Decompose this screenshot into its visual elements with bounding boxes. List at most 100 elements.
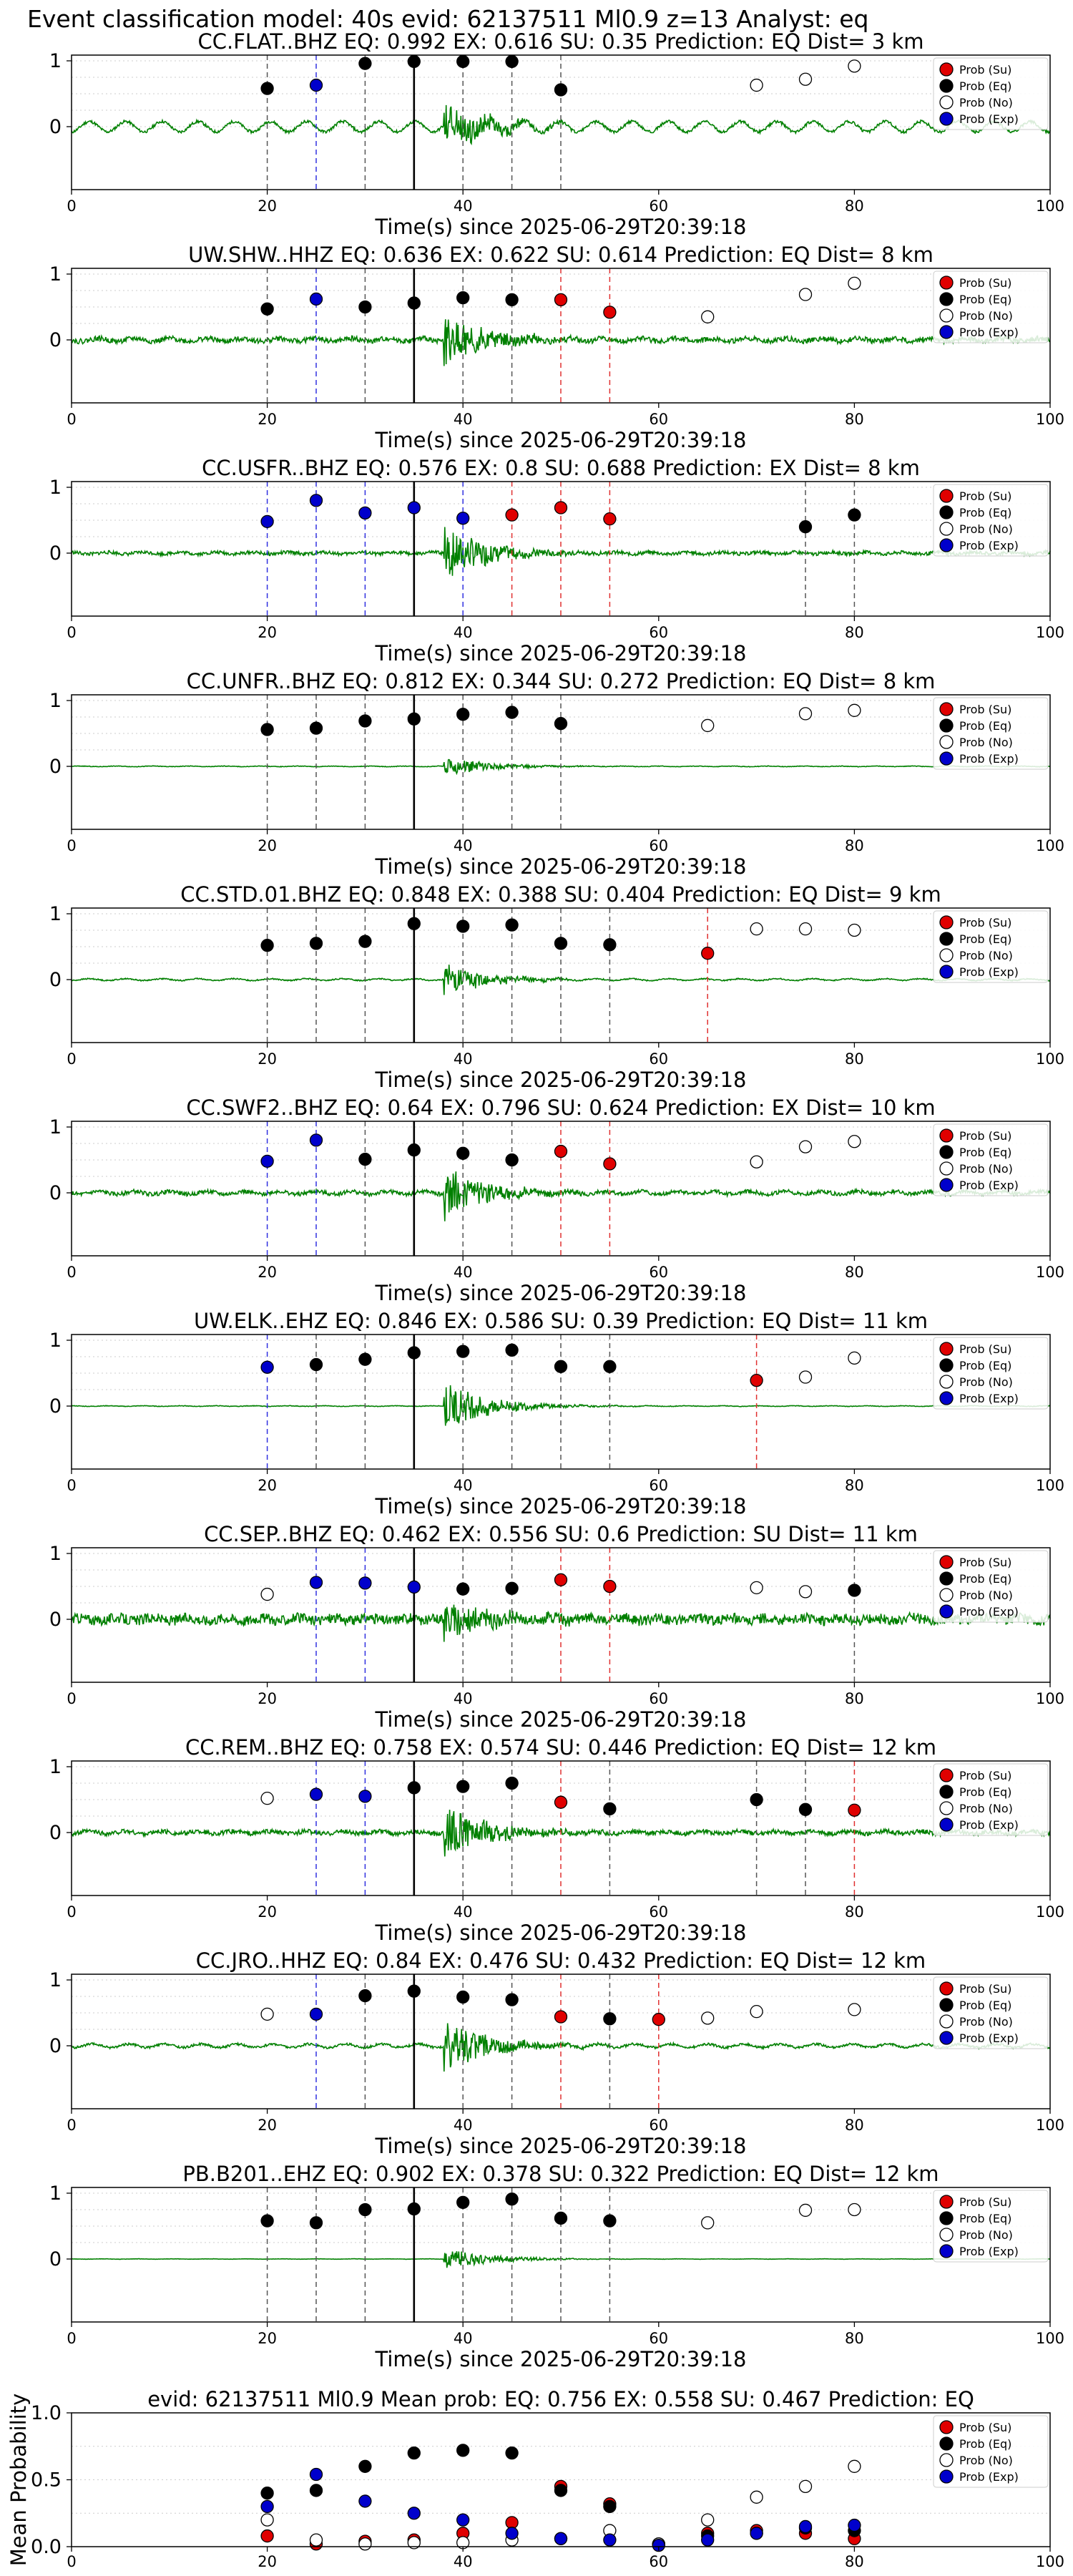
y-tick-label: 1 — [49, 1969, 62, 1991]
x-tick-label: 80 — [845, 1903, 864, 1921]
prob-point-no — [798, 922, 813, 936]
legend-label-exp: Prob (Exp) — [959, 112, 1019, 126]
prob-point-su — [554, 2010, 568, 2024]
prob-point-no — [750, 1581, 763, 1594]
mean-point-exp — [456, 2513, 470, 2527]
y-tick-label: 1 — [49, 477, 62, 499]
x-tick-label: 60 — [649, 2553, 668, 2570]
x-tick-label: 60 — [649, 2117, 668, 2134]
prob-point-no — [848, 1351, 861, 1365]
legend-label-exp: Prob (Exp) — [959, 1605, 1019, 1619]
legend-marker-no — [939, 2228, 954, 2242]
mean-point-exp — [505, 2527, 519, 2540]
axes-frame — [71, 54, 1051, 190]
prob-point-eq — [554, 2211, 568, 2225]
legend-box — [933, 910, 1049, 983]
axes-frame — [71, 907, 1051, 1043]
mean-point-eq — [358, 2459, 372, 2473]
prob-point-eq — [505, 293, 519, 307]
mean-point-exp — [554, 2532, 568, 2545]
prob-point-exp — [309, 78, 323, 92]
prob-point-no — [848, 1135, 861, 1148]
y-tick-label: 1 — [49, 1756, 62, 1778]
prob-point-eq — [358, 57, 372, 70]
legend-label-su: Prob (Su) — [959, 703, 1011, 716]
prob-point-eq — [407, 2202, 421, 2216]
legend-label-eq: Prob (Eq) — [959, 506, 1011, 519]
mean-point-eq — [407, 2446, 421, 2460]
prob-point-eq — [554, 83, 568, 97]
legend-marker-su — [939, 2420, 954, 2434]
legend-box — [933, 1763, 1049, 1836]
panel-title: CC.UNFR..BHZ EQ: 0.812 EX: 0.344 SU: 0.2… — [187, 669, 936, 693]
legend-box — [933, 1337, 1049, 1410]
legend-label-su: Prob (Su) — [959, 1556, 1011, 1569]
legend-label-exp: Prob (Exp) — [959, 2031, 1019, 2045]
prob-point-exp — [358, 506, 372, 520]
x-tick-label: 40 — [454, 2117, 473, 2134]
y-tick-label: 1 — [49, 2182, 62, 2205]
panel-title: CC.USFR..BHZ EQ: 0.576 EX: 0.8 SU: 0.688… — [202, 456, 920, 480]
prob-point-no — [848, 276, 861, 291]
legend-label-exp: Prob (Exp) — [959, 539, 1019, 552]
legend-box — [933, 2415, 1049, 2488]
y-tick-label: 1 — [49, 1330, 62, 1352]
x-tick-label: 0 — [67, 197, 76, 215]
prob-point-eq — [505, 918, 519, 932]
prob-point-eq — [407, 1346, 421, 1360]
prob-point-eq — [456, 2195, 470, 2210]
mean-point-exp — [603, 2533, 617, 2547]
panel-title: PB.B201..EHZ EQ: 0.902 EX: 0.378 SU: 0.3… — [182, 2162, 939, 2186]
prob-point-no — [798, 288, 813, 301]
legend-marker-eq — [939, 718, 954, 733]
x-axis-label: Time(s) since 2025-06-29T20:39:18 — [375, 2134, 747, 2158]
legend-marker-exp — [939, 325, 954, 339]
panel-title: CC.SWF2..BHZ EQ: 0.64 EX: 0.796 SU: 0.62… — [186, 1096, 935, 1120]
prob-point-eq — [456, 291, 470, 305]
x-tick-label: 0 — [67, 1477, 76, 1494]
legend-marker-su — [939, 1128, 954, 1143]
x-tick-label: 80 — [845, 1477, 864, 1494]
legend-marker-eq — [939, 1571, 954, 1586]
x-tick-label: 20 — [258, 837, 277, 854]
prob-point-su — [750, 1373, 763, 1387]
axes-frame — [71, 1121, 1051, 1257]
y-tick-label: 0 — [49, 1395, 62, 1418]
prob-point-no — [798, 72, 813, 86]
prob-point-eq — [358, 1352, 372, 1366]
prob-point-eq — [505, 2192, 519, 2206]
prob-point-su — [554, 1573, 568, 1586]
y-tick-label: 0.5 — [31, 2469, 62, 2492]
x-axis-label: Time(s) since 2025-06-29T20:39:18 — [375, 1494, 747, 1518]
y-tick-label: 0 — [49, 1609, 62, 1631]
y-tick-label: 0 — [49, 2035, 62, 2057]
x-tick-label: 80 — [845, 411, 864, 428]
prob-point-eq — [603, 938, 617, 952]
prob-point-eq — [456, 1780, 470, 1793]
legend-label-eq: Prob (Eq) — [959, 1785, 1011, 1799]
legend-marker-su — [939, 1555, 954, 1569]
y-tick-label: 1 — [49, 903, 62, 925]
waveform-trace — [71, 2023, 1051, 2072]
x-tick-label: 20 — [258, 2553, 277, 2570]
prob-point-exp — [309, 494, 323, 507]
x-tick-label: 80 — [845, 2117, 864, 2134]
axes-frame — [71, 1334, 1051, 1470]
legend-label-eq: Prob (Eq) — [959, 293, 1011, 306]
prob-point-exp — [309, 2007, 323, 2021]
legend-label-su: Prob (Su) — [959, 1342, 1011, 1356]
x-tick-label: 60 — [649, 411, 668, 428]
legend-marker-no — [939, 1588, 954, 1602]
prob-point-su — [603, 306, 617, 319]
legend-marker-no — [939, 1375, 954, 1389]
legend-marker-eq — [939, 1145, 954, 1159]
legend-label-no: Prob (No) — [959, 96, 1013, 109]
legend-label-no: Prob (No) — [959, 1375, 1013, 1389]
legend-label-no: Prob (No) — [959, 1589, 1013, 1602]
mean-point-exp — [750, 2527, 763, 2540]
prob-point-no — [260, 1587, 274, 1601]
legend-marker-no — [939, 1161, 954, 1176]
mean-point-exp — [701, 2533, 715, 2547]
